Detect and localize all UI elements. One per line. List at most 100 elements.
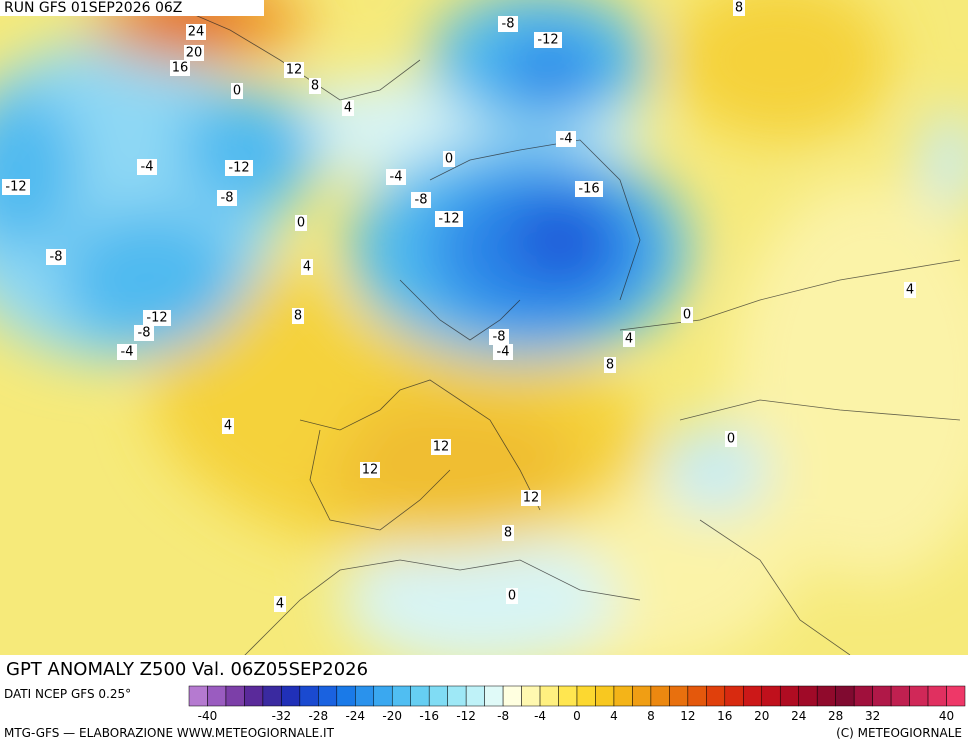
contour-label: 8 — [735, 1, 743, 16]
legend-source: DATI NCEP GFS 0.25° — [4, 687, 131, 701]
color-scale — [188, 685, 966, 707]
label-bg — [360, 462, 380, 478]
scale-tick-label: 0 — [573, 709, 581, 723]
scale-tick-label: -32 — [272, 709, 292, 723]
scale-tick-label: -12 — [456, 709, 476, 723]
label-bg — [231, 83, 243, 99]
label-bg — [137, 159, 157, 175]
contour-label: -4 — [390, 170, 403, 185]
contour-label: 0 — [297, 216, 305, 231]
label-bg — [435, 211, 463, 227]
contour-label: 4 — [906, 283, 914, 298]
scale-swatch — [632, 685, 652, 707]
scale-swatch — [613, 685, 633, 707]
contour-label: 4 — [276, 597, 284, 612]
contour-label: 8 — [294, 309, 302, 324]
contour-label: -4 — [497, 345, 510, 360]
contour-label: 16 — [172, 61, 189, 76]
contour-label: 0 — [508, 589, 516, 604]
scale-swatch — [798, 685, 818, 707]
footer-left: MTG-GFS — ELABORAZIONE WWW.METEOGIORNALE… — [4, 726, 335, 740]
scale-swatch — [779, 685, 799, 707]
scale-swatch — [299, 685, 319, 707]
scale-swatch — [946, 685, 966, 707]
contour-label: -4 — [121, 345, 134, 360]
scale-swatch — [373, 685, 393, 707]
contour-label: -4 — [560, 132, 573, 147]
scale-swatch — [687, 685, 707, 707]
label-bg — [506, 588, 518, 604]
scale-swatch — [465, 685, 485, 707]
contour-label: 4 — [224, 419, 232, 434]
contour-label: 0 — [683, 308, 691, 323]
scale-swatch — [502, 685, 522, 707]
contour-label: 4 — [344, 101, 352, 116]
contour-label: -4 — [141, 160, 154, 175]
contour-label: 12 — [433, 440, 450, 455]
scale-swatch — [595, 685, 615, 707]
label-bg — [431, 439, 451, 455]
label-bg — [143, 310, 171, 326]
label-bg — [2, 179, 30, 195]
contour-label: 0 — [727, 432, 735, 447]
label-bg — [184, 45, 204, 61]
scale-swatch — [835, 685, 855, 707]
scale-swatch — [558, 685, 578, 707]
label-bg — [295, 215, 307, 231]
contour-label: 0 — [445, 152, 453, 167]
scale-tick-label: 8 — [647, 709, 655, 723]
contour-label: -8 — [415, 193, 428, 208]
label-bg — [117, 344, 137, 360]
scale-swatch — [853, 685, 873, 707]
contour-label: 4 — [303, 260, 311, 275]
scale-tick-label: 16 — [717, 709, 732, 723]
scale-swatch — [816, 685, 836, 707]
scale-swatch — [650, 685, 670, 707]
label-bg — [274, 596, 286, 612]
scale-swatch — [872, 685, 892, 707]
contour-label: -12 — [146, 311, 167, 326]
scale-tick-label: 12 — [680, 709, 695, 723]
title-box — [0, 655, 440, 681]
label-bg — [556, 131, 576, 147]
run-box — [0, 0, 264, 16]
contour-label: 4 — [625, 332, 633, 347]
label-bg — [170, 60, 190, 76]
scale-swatch — [318, 685, 338, 707]
contour-label: -16 — [578, 182, 599, 197]
contour-label: -12 — [537, 33, 558, 48]
label-bg — [493, 344, 513, 360]
scale-tick-label: -16 — [419, 709, 439, 723]
scale-swatch — [262, 685, 282, 707]
label-bg — [489, 329, 509, 345]
label-bg — [733, 0, 745, 16]
scale-tick-label: 20 — [754, 709, 769, 723]
scale-swatch — [576, 685, 596, 707]
scale-swatch — [909, 685, 929, 707]
scale-tick-label: -4 — [534, 709, 546, 723]
contour-label: 8 — [311, 79, 319, 94]
label-bg — [502, 525, 514, 541]
scale-swatch — [890, 685, 910, 707]
contour-label: 0 — [233, 84, 241, 99]
scale-tick-label: -24 — [345, 709, 365, 723]
label-bg — [342, 100, 354, 116]
footer-right: (C) METEOGIORNALE — [836, 726, 962, 740]
label-bg — [222, 418, 234, 434]
label-bg — [725, 431, 737, 447]
scale-swatch — [447, 685, 467, 707]
contour-label: 12 — [286, 63, 303, 78]
contour-label: 8 — [606, 358, 614, 373]
scale-swatch — [336, 685, 356, 707]
scale-swatch — [428, 685, 448, 707]
label-bg — [134, 325, 154, 341]
contour-label: 20 — [186, 46, 203, 61]
scale-swatch — [743, 685, 763, 707]
label-bg — [498, 16, 518, 32]
label-bg — [292, 308, 304, 324]
contour-label: -8 — [221, 191, 234, 206]
scale-swatch — [225, 685, 245, 707]
contour-label: -12 — [5, 180, 26, 195]
scale-swatch — [391, 685, 411, 707]
